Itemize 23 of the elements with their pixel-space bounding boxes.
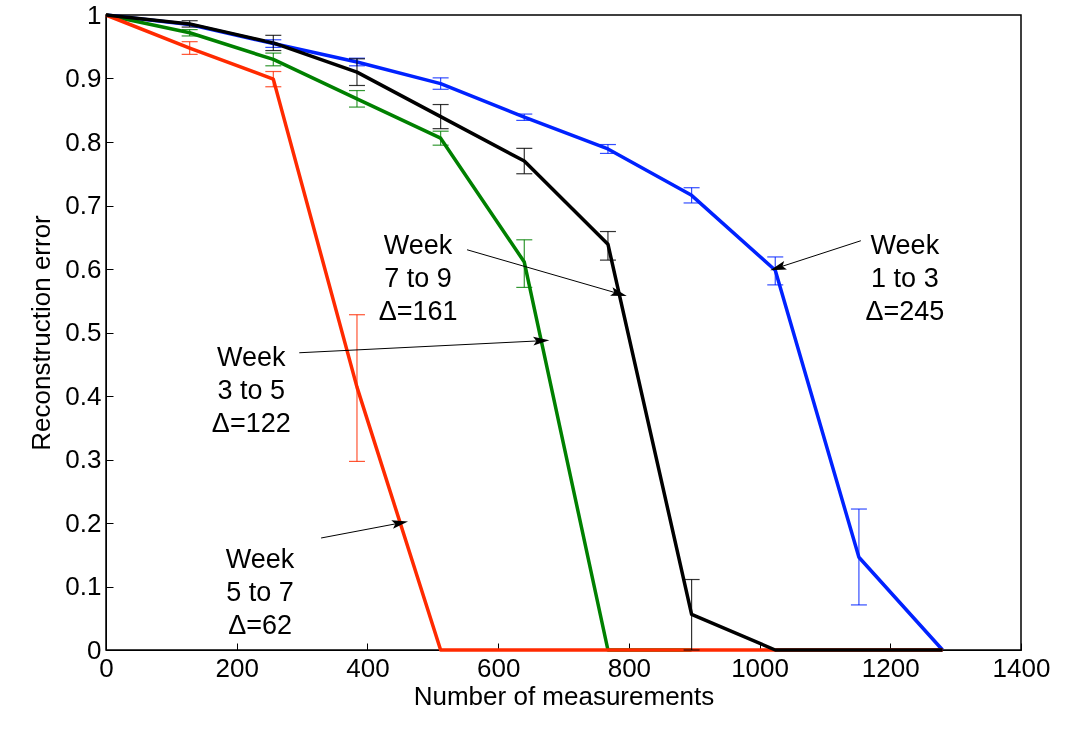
y-tick-label: 0.6 (65, 253, 102, 284)
x-tick-label: 600 (476, 652, 521, 683)
annotation: Week 1 to 3 Δ=245 (865, 229, 945, 326)
y-tick-label: 0.2 (65, 507, 102, 538)
y-tick-label: 0.1 (65, 571, 102, 601)
annotation: Week 7 to 9 Δ=161 (378, 229, 458, 326)
y-tick-label: 0.4 (65, 380, 102, 411)
x-tick-label: 200 (215, 652, 259, 683)
y-tick-label: 0.5 (65, 317, 102, 347)
annotation: Week 3 to 5 Δ=122 (211, 341, 291, 438)
y-tick-label: 0.8 (65, 126, 102, 157)
y-axis-title: Reconstruction error (26, 214, 57, 451)
x-tick-label: 400 (346, 652, 390, 683)
y-tick-label: 0.9 (65, 63, 102, 93)
x-tick-label: 800 (607, 652, 652, 683)
x-tick-label: 1200 (861, 652, 920, 683)
y-tick-label: 0.3 (65, 444, 102, 474)
x-tick-label: 1000 (731, 652, 789, 683)
x-axis-title: Number of measurements (413, 680, 715, 711)
y-tick-label: 1 (87, 0, 102, 30)
annotation: Week 5 to 7 Δ=62 (225, 544, 295, 640)
y-tick-label: 0.7 (65, 190, 102, 220)
x-tick-label: 1400 (992, 652, 1051, 683)
